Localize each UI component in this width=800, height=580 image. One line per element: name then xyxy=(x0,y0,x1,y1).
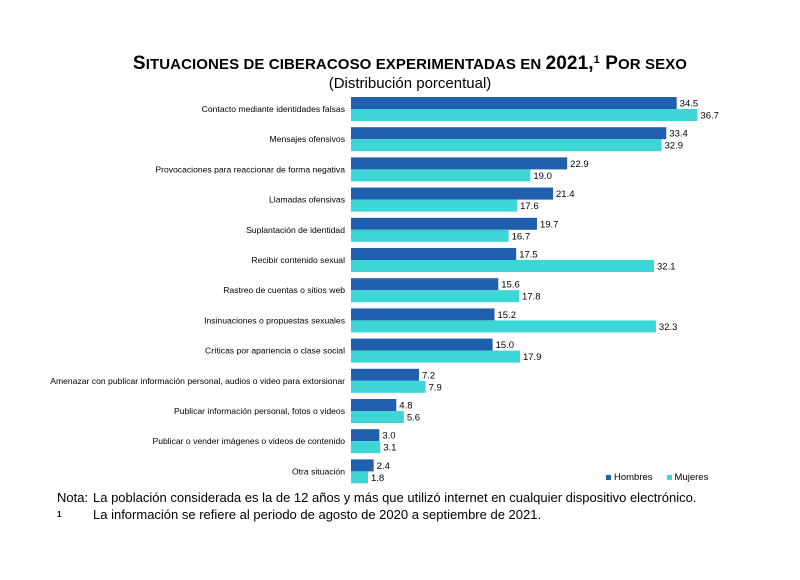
category-label: Publicar información personal, fotos o v… xyxy=(174,406,345,416)
chart-title: SITUACIONES DE CIBERACOSO EXPERIMENTADAS… xyxy=(132,53,688,74)
data-label-hombres: 4.8 xyxy=(399,401,412,412)
bar-mujeres xyxy=(351,471,368,484)
data-label-hombres: 34.5 xyxy=(680,99,699,110)
legend-label-hombres: Hombres xyxy=(614,472,653,483)
data-label-mujeres: 32.3 xyxy=(659,322,678,333)
data-label-hombres: 3.0 xyxy=(382,431,395,442)
category-label: Recibir contenido sexual xyxy=(251,255,345,265)
data-label-hombres: 7.2 xyxy=(422,370,435,381)
footnote-text: La información se refiere al periodo de … xyxy=(93,507,542,522)
data-label-mujeres: 17.6 xyxy=(520,201,539,212)
bar-hombres xyxy=(351,399,397,411)
legend-item-hombres: Hombres xyxy=(606,472,653,483)
data-label-mujeres: 16.7 xyxy=(512,231,531,242)
category-label: Críticas por apariencia o clase social xyxy=(205,346,345,356)
bar-hombres xyxy=(351,308,495,321)
data-label-mujeres: 19.0 xyxy=(533,171,552,182)
data-label-hombres: 15.2 xyxy=(497,310,516,321)
chart-legend: Hombres Mujeres xyxy=(606,472,708,483)
footnote-key: 1 xyxy=(57,510,62,519)
category-label: Publicar o vender imágenes o videos de c… xyxy=(152,436,345,446)
category-label: Insinuaciones o propuestas sexuales xyxy=(204,315,345,325)
data-label-mujeres: 5.6 xyxy=(407,413,420,424)
bar-hombres xyxy=(351,429,380,442)
category-label: Llamadas ofensivas xyxy=(269,195,345,205)
bar-hombres xyxy=(351,97,677,109)
bar-mujeres xyxy=(351,139,662,152)
legend-swatch-mujeres xyxy=(666,475,672,480)
footnotes: Nota: La población considerada es la de … xyxy=(57,489,696,523)
bar-mujeres xyxy=(351,290,520,303)
data-label-mujeres: 3.1 xyxy=(383,443,396,454)
data-label-hombres: 22.9 xyxy=(570,159,589,170)
bar-mujeres xyxy=(351,441,381,454)
data-label-mujeres: 36.7 xyxy=(700,111,719,122)
bar-hombres xyxy=(351,248,517,260)
data-label-hombres: 33.4 xyxy=(669,129,688,140)
legend-swatch-hombres xyxy=(606,475,611,480)
category-label: Otra situación xyxy=(292,466,345,476)
data-label-hombres: 19.7 xyxy=(540,219,559,230)
note-row: Nota: La población considerada es la de … xyxy=(57,489,696,506)
bar-hombres xyxy=(351,217,537,230)
data-label-hombres: 2.4 xyxy=(377,461,390,472)
data-label-mujeres: 7.9 xyxy=(429,382,442,393)
legend-item-mujeres: Mujeres xyxy=(666,472,709,483)
bar-mujeres xyxy=(351,199,518,212)
bar-mujeres xyxy=(351,350,520,363)
note-text: La población considerada es la de 12 año… xyxy=(93,490,697,505)
data-label-mujeres: 32.1 xyxy=(657,262,676,273)
bar-hombres xyxy=(351,157,568,170)
bar-mujeres xyxy=(351,380,426,393)
bar-mujeres xyxy=(351,109,698,121)
bar-hombres xyxy=(351,278,499,291)
data-label-mujeres: 32.9 xyxy=(665,141,684,152)
bar-hombres xyxy=(351,187,554,200)
footnote-row: 1 La información se refiere al periodo d… xyxy=(57,506,696,523)
category-label: Rastreo de cuentas o sitios web xyxy=(223,285,345,295)
bar-hombres xyxy=(351,459,374,472)
bar-mujeres xyxy=(351,320,656,333)
data-label-hombres: 15.0 xyxy=(496,340,514,351)
bar-hombres xyxy=(351,127,667,140)
bar-hombres xyxy=(351,368,419,381)
category-label: Contacto mediante identidades falsas xyxy=(202,104,345,114)
category-label: Provocaciones para reaccionar de forma n… xyxy=(155,164,345,174)
bar-hombres xyxy=(351,338,493,351)
legend-label-mujeres: Mujeres xyxy=(674,472,709,483)
data-label-hombres: 17.5 xyxy=(519,250,538,261)
category-label: Suplantación de identidad xyxy=(246,225,345,235)
data-label-hombres: 15.6 xyxy=(501,280,520,291)
category-label: Mensajes ofensivos xyxy=(270,134,345,144)
data-label-mujeres: 17.9 xyxy=(523,352,542,363)
category-label: Amenazar con publicar información person… xyxy=(50,376,345,386)
bar-mujeres xyxy=(351,260,655,272)
bar-mujeres xyxy=(351,411,404,423)
data-label-hombres: 21.4 xyxy=(556,189,575,200)
data-label-mujeres: 17.8 xyxy=(522,292,541,303)
data-label-mujeres: 1.8 xyxy=(371,473,384,484)
bar-mujeres xyxy=(351,229,509,242)
chart-subtitle: (Distribución porcentual) xyxy=(328,75,492,92)
note-key: Nota: xyxy=(57,490,89,505)
bar-mujeres xyxy=(351,169,531,182)
